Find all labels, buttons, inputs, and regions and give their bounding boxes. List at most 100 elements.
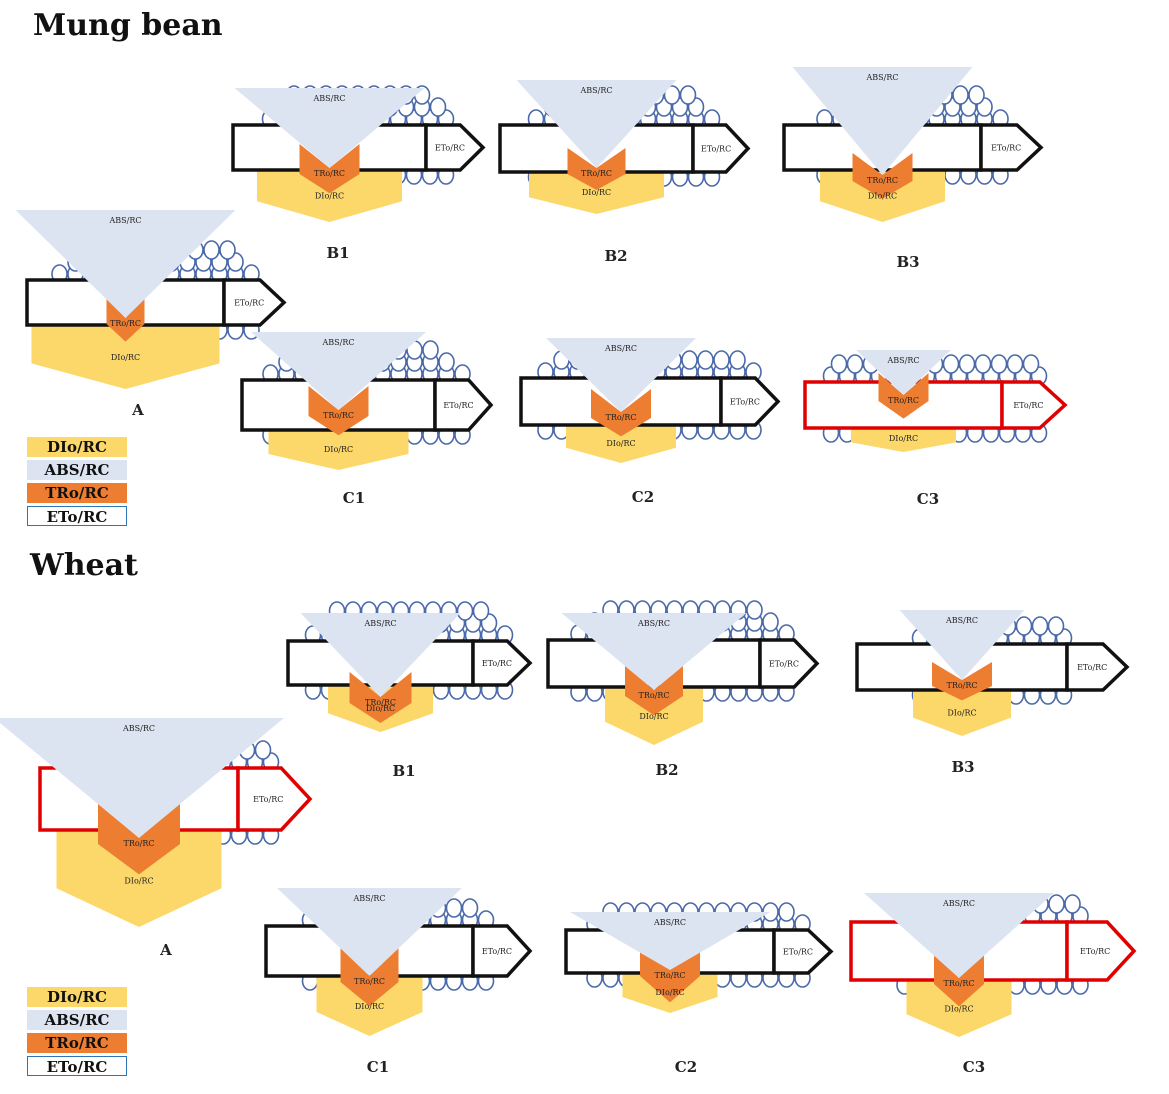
panel-label: C3	[917, 490, 939, 508]
panel-label: A	[131, 401, 144, 419]
eto-rc-arrow	[433, 378, 494, 432]
eto-rc-label: ETo/RC	[1013, 401, 1043, 410]
legend-tro-rc: TRo/RC	[27, 1033, 127, 1053]
dio-rc-shape	[906, 980, 1012, 1037]
membrane-lipid	[1064, 894, 1081, 914]
panel-c1: ABS/RC TRo/RC DIo/RC ETo/RC C1	[240, 332, 494, 507]
membrane-lipid	[746, 600, 763, 620]
eto-rc-arrow	[471, 639, 533, 687]
dio-rc-shape	[566, 425, 676, 463]
eto-rc-arrow	[691, 123, 751, 174]
tro-rc-shape	[308, 386, 369, 436]
tro-rc-label: TRo/RC	[581, 169, 612, 178]
abs-rc-label: ABS/RC	[364, 619, 397, 628]
tro-rc-label: TRo/RC	[110, 319, 141, 328]
panel-c2: ABS/RC TRo/RC DIo/RC ETo/RC C2	[519, 338, 781, 506]
panel-label: A	[159, 941, 172, 959]
dio-rc-shape	[529, 172, 664, 214]
membrane-lipid	[429, 97, 447, 117]
dio-rc-shape	[605, 687, 703, 745]
tro-rc-label: TRo/RC	[365, 698, 396, 707]
abs-rc-label: ABS/RC	[887, 356, 920, 365]
tro-rc-shape	[932, 662, 992, 701]
legend-abs-rc: ABS/RC	[27, 460, 127, 480]
membrane-lipid	[1015, 616, 1033, 636]
tro-rc-label: TRo/RC	[867, 176, 898, 185]
abs-rc-label: ABS/RC	[122, 724, 155, 733]
wheat-legend: DIo/RC ABS/RC TRo/RC ETo/RC	[27, 987, 137, 1079]
dio-rc-shape	[56, 830, 222, 927]
eto-rc-label: ETo/RC	[1080, 947, 1110, 956]
panel-c3: ABS/RC TRo/RC DIo/RC ETo/RC C3	[803, 350, 1068, 508]
eto-rc-label: ETo/RC	[769, 660, 799, 669]
tro-rc-shape	[878, 373, 929, 419]
panel-label: B2	[604, 247, 627, 265]
dio-rc-label: DIo/RC	[889, 434, 918, 443]
eto-rc-label: ETo/RC	[234, 299, 264, 308]
membrane-lipid	[461, 898, 479, 918]
dio-rc-label: DIo/RC	[868, 192, 897, 201]
membrane-lipid	[974, 354, 992, 374]
membrane-lipid	[952, 85, 969, 105]
membrane-lipid	[663, 85, 681, 105]
dio-rc-shape	[851, 428, 956, 452]
membrane-lipid	[679, 85, 697, 105]
membrane-lipid	[1031, 616, 1049, 636]
dio-rc-label: DIo/RC	[582, 188, 611, 197]
tro-rc-shape	[591, 389, 651, 437]
membrane-lipid	[438, 352, 455, 372]
abs-rc-shape	[0, 718, 284, 838]
eto-rc-arrow	[979, 123, 1044, 172]
membrane-lipid	[729, 350, 746, 370]
membrane-lipid	[697, 350, 714, 370]
abs-rc-label: ABS/RC	[604, 344, 637, 353]
membrane-lipid	[990, 354, 1008, 374]
mung-bean-legend: DIo/RC ABS/RC TRo/RC ETo/RC	[27, 437, 137, 529]
dio-rc-label: DIo/RC	[944, 1004, 973, 1013]
panel-a: ABS/RC TRo/RC DIo/RC ETo/RC A	[15, 210, 287, 419]
panel-label: C3	[963, 1058, 985, 1076]
abs-rc-shape	[251, 332, 426, 410]
tro-rc-shape	[349, 672, 412, 723]
panel-b2: ABS/RC TRo/RC DIo/RC ETo/RC B2	[546, 600, 820, 779]
tro-rc-shape	[299, 144, 360, 194]
tro-rc-label: TRo/RC	[654, 971, 685, 980]
abs-rc-shape	[234, 88, 425, 168]
membrane-lipid	[1006, 354, 1024, 374]
eto-rc-label: ETo/RC	[443, 401, 473, 410]
dio-rc-label: DIo/RC	[324, 445, 353, 454]
panel-label: C2	[675, 1058, 697, 1076]
membrane-lipid	[1022, 354, 1040, 374]
legend-eto-rc: ETo/RC	[27, 1056, 127, 1076]
membrane-lipid	[1047, 616, 1065, 636]
panel-label: B1	[392, 762, 415, 780]
abs-rc-label: ABS/RC	[313, 94, 346, 103]
panel-label: B3	[896, 253, 919, 271]
eto-rc-arrow	[471, 924, 533, 978]
tro-rc-label: TRo/RC	[888, 396, 919, 405]
tro-rc-shape	[852, 153, 913, 199]
membrane-lipid	[681, 350, 698, 370]
legend-eto-rc: ETo/RC	[27, 506, 127, 526]
membrane-lipid	[203, 240, 220, 260]
eto-rc-label: ETo/RC	[482, 659, 512, 668]
dio-rc-label: DIo/RC	[111, 353, 140, 362]
panel-c2: ABS/RC TRo/RC DIo/RC ETo/RC C2	[564, 902, 834, 1076]
membrane-lipid	[830, 354, 848, 374]
tro-rc-shape	[567, 148, 626, 190]
dio-rc-label: DIo/RC	[355, 1002, 384, 1011]
panel-c3: ABS/RC TRo/RC DIo/RC ETo/RC C3	[849, 893, 1137, 1076]
dio-rc-label: DIo/RC	[315, 192, 344, 201]
membrane-lipid	[445, 898, 463, 918]
membrane-lipid	[762, 612, 779, 632]
dio-rc-shape	[31, 325, 220, 389]
panel-label: B1	[326, 244, 349, 262]
eto-rc-label: ETo/RC	[730, 398, 760, 407]
eto-rc-label: ETo/RC	[482, 947, 512, 956]
mung-bean-title: Mung bean	[33, 8, 223, 43]
abs-rc-label: ABS/RC	[580, 86, 613, 95]
dio-rc-shape	[913, 690, 1011, 736]
membrane-lipid	[968, 85, 985, 105]
